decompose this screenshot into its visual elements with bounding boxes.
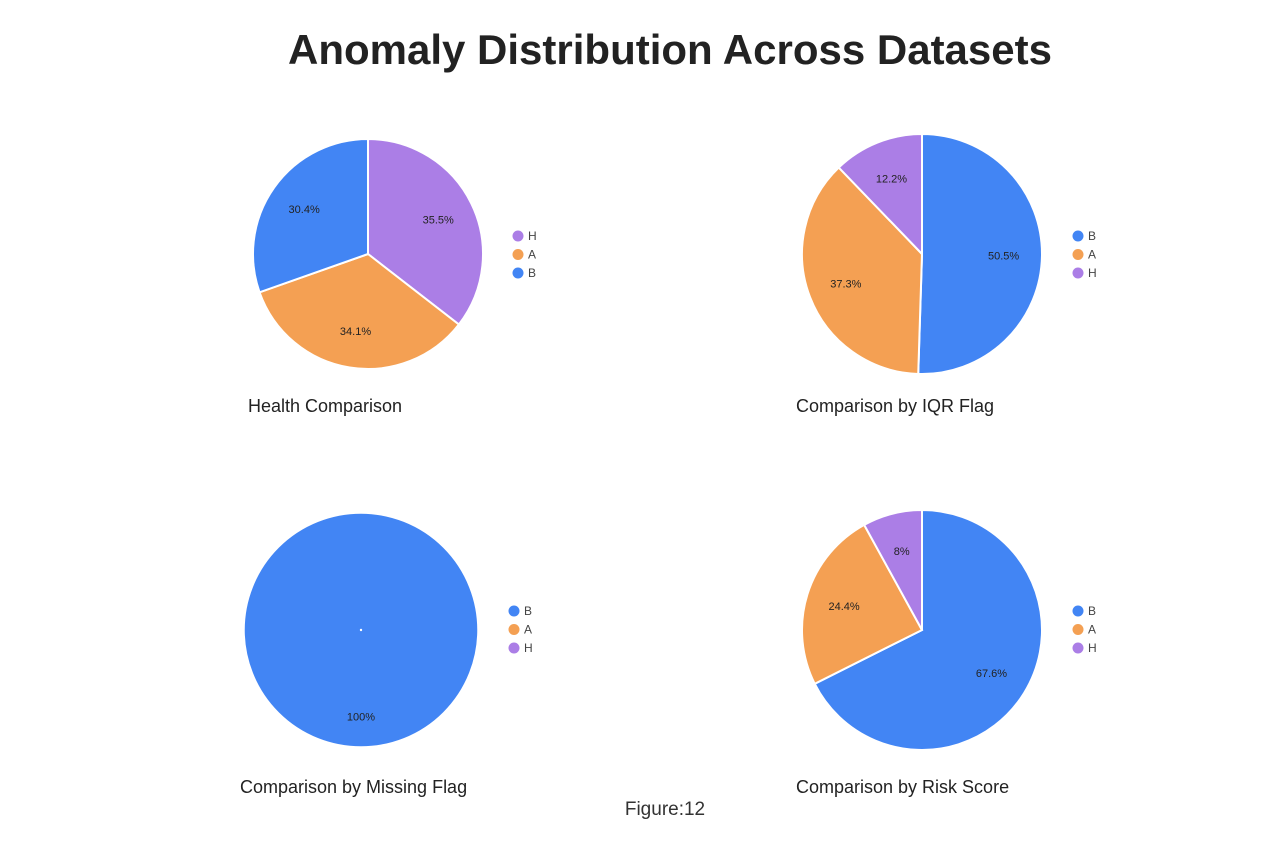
figure-title: Anomaly Distribution Across Datasets xyxy=(288,26,1052,73)
legend-label-B: B xyxy=(1088,604,1096,618)
legend-label-A: A xyxy=(524,623,532,637)
pie-slice-A xyxy=(258,252,461,370)
pie-slice-A xyxy=(801,166,924,375)
slice-label-A: 34.1% xyxy=(340,326,371,338)
pie-slice-H xyxy=(862,508,923,631)
chart-title-missing: Comparison by Missing Flag xyxy=(240,777,468,797)
slice-label-A: 37.3% xyxy=(830,278,861,290)
chart-title-risk: Comparison by Risk Score xyxy=(796,777,1010,797)
slice-label-H: 35.5% xyxy=(423,215,454,227)
legend-marker-H xyxy=(1072,267,1084,279)
legend-label-B: B xyxy=(1088,229,1096,243)
legend-marker-H xyxy=(508,642,520,654)
pie-slice-B xyxy=(252,137,369,294)
legend-marker-B xyxy=(1072,230,1084,242)
slice-label-B: 100% xyxy=(347,712,375,724)
legend-marker-A xyxy=(508,624,520,635)
slice-label-B: 30.4% xyxy=(289,204,320,216)
legend-label-B: B xyxy=(528,266,536,280)
legend-label-A: A xyxy=(528,248,536,262)
pie-slice-H xyxy=(837,132,923,257)
legend-marker-A xyxy=(512,249,524,260)
legend-label-H: H xyxy=(1088,266,1097,280)
legend-label-B: B xyxy=(524,604,532,618)
pie-slice-B xyxy=(917,132,1043,375)
figure-label: Figure:12 xyxy=(624,799,706,820)
slice-label-H: 8% xyxy=(894,546,910,558)
slice-label-B: 67.6% xyxy=(976,668,1007,680)
pie-center-dot xyxy=(359,628,363,632)
slice-label-A: 24.4% xyxy=(828,601,859,613)
chart-title-iqr: Comparison by IQR Flag xyxy=(796,396,995,416)
legend-marker-A xyxy=(1072,624,1084,635)
legend-marker-B xyxy=(512,267,524,279)
legend-marker-B xyxy=(1072,605,1084,617)
legend-marker-H xyxy=(512,230,524,242)
legend-label-H: H xyxy=(524,641,533,655)
chart-title-health: Health Comparison xyxy=(248,396,403,416)
slice-label-B: 50.5% xyxy=(988,250,1019,262)
legend-label-A: A xyxy=(1088,623,1096,637)
legend-label-H: H xyxy=(1088,641,1097,655)
legend-label-H: H xyxy=(528,229,537,243)
pie-slice-H xyxy=(367,137,484,326)
legend-marker-B xyxy=(508,605,520,617)
pie-slice-B xyxy=(813,508,1043,751)
pie-slice-A xyxy=(801,523,924,686)
legend-marker-H xyxy=(1072,642,1084,654)
slice-label-H: 12.2% xyxy=(876,173,907,185)
legend-marker-A xyxy=(1072,249,1084,260)
legend-label-A: A xyxy=(1088,248,1096,262)
